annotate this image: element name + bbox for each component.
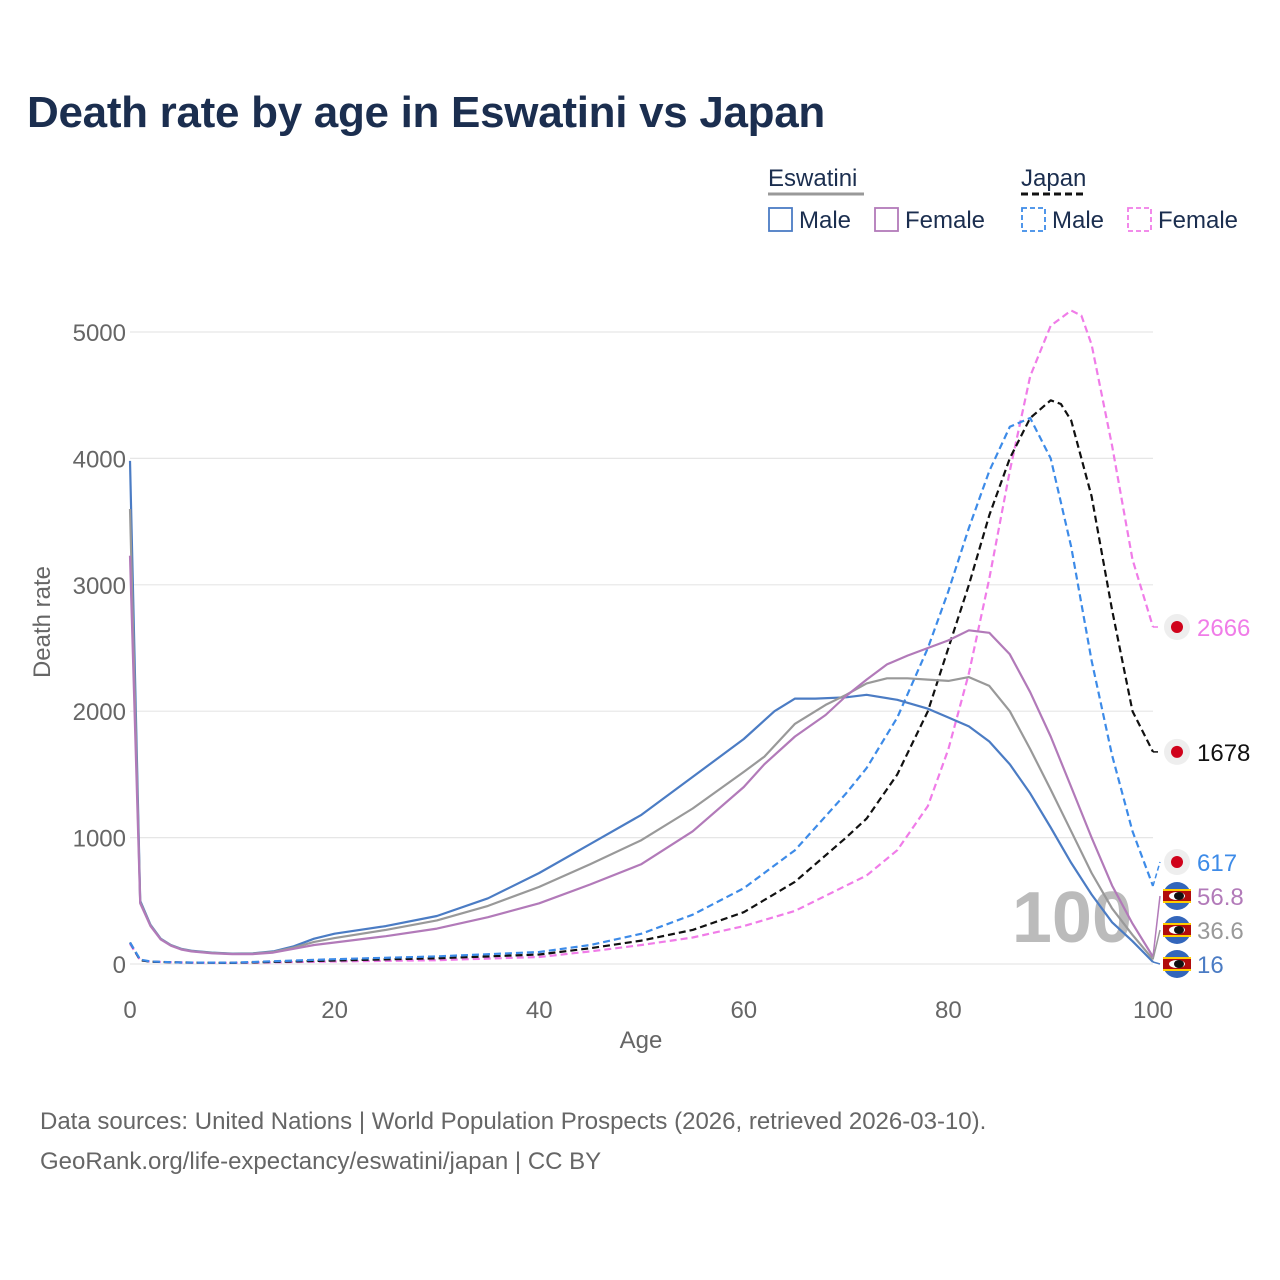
x-tick-label: 60 bbox=[730, 997, 757, 1024]
end-label-eswatini-female: 56.8 bbox=[1197, 884, 1244, 911]
x-tick-label: 80 bbox=[935, 997, 962, 1024]
y-axis-ticks: 0 1000 2000 3000 4000 5000 bbox=[73, 320, 126, 979]
legend-item-eswatini-male[interactable]: Male bbox=[799, 207, 851, 234]
y-tick-label: 1000 bbox=[73, 826, 126, 853]
legend-item-japan-male[interactable]: Male bbox=[1052, 207, 1104, 234]
y-tick-label: 3000 bbox=[73, 573, 126, 600]
y-tick-label: 0 bbox=[113, 952, 126, 979]
japan-flag-disc bbox=[1171, 745, 1183, 758]
end-connector-eswatini-male bbox=[1152, 961, 1161, 965]
legend-group-eswatini: Eswatini bbox=[768, 165, 857, 192]
series-line-eswatini-total[interactable] bbox=[128, 508, 1154, 961]
eswatini-flag-shield-half bbox=[1174, 926, 1184, 934]
japan-flag-disc bbox=[1171, 621, 1183, 634]
japan-flag-disc bbox=[1171, 856, 1183, 868]
series-line-eswatini-female[interactable] bbox=[128, 555, 1154, 958]
legend-item-eswatini-female[interactable]: Female bbox=[905, 207, 985, 234]
legend-item-japan-female[interactable]: Female bbox=[1158, 207, 1238, 234]
legend-swatch-eswatini-male[interactable] bbox=[768, 207, 793, 232]
x-axis-ticks: 0 20 40 60 80 100 bbox=[123, 997, 1173, 1024]
end-label-japan-female: 2666 bbox=[1197, 615, 1250, 642]
eswatini-flag-shield-half bbox=[1174, 892, 1184, 900]
end-label-japan-total: 1678 bbox=[1197, 740, 1250, 767]
end-connector-japan-male bbox=[1152, 861, 1161, 887]
end-label-eswatini-total: 36.6 bbox=[1197, 918, 1244, 945]
x-tick-label: 0 bbox=[123, 997, 136, 1024]
x-tick-label: 40 bbox=[526, 997, 553, 1024]
end-label-japan-male: 617 bbox=[1197, 850, 1237, 877]
x-tick-label: 100 bbox=[1133, 997, 1173, 1024]
legend-swatch-japan-female[interactable] bbox=[1127, 207, 1152, 232]
legend-swatch-eswatini-female[interactable] bbox=[874, 207, 899, 232]
data-source-line: Data sources: United Nations | World Pop… bbox=[40, 1108, 987, 1135]
y-tick-label: 4000 bbox=[73, 446, 126, 473]
end-label-eswatini-male: 16 bbox=[1197, 952, 1224, 979]
series-lines bbox=[128, 309, 1155, 965]
x-axis-label: Age bbox=[620, 1027, 663, 1054]
page-title: Death rate by age in Eswatini vs Japan bbox=[27, 88, 826, 137]
y-axis-label: Death rate bbox=[29, 566, 56, 678]
y-tick-label: 5000 bbox=[73, 320, 126, 347]
end-connector-eswatini-total bbox=[1152, 929, 1161, 960]
legend: Eswatini Male Female Japan Male Female bbox=[768, 165, 1238, 234]
age-watermark: 100 bbox=[1012, 878, 1132, 958]
eswatini-flag-shield-half bbox=[1174, 960, 1184, 968]
end-connector-eswatini-female bbox=[1152, 895, 1161, 957]
x-tick-label: 20 bbox=[321, 997, 348, 1024]
end-labels: 2666 1678 617 56.8 36.6 16 bbox=[1152, 614, 1250, 979]
series-line-japan-male[interactable] bbox=[129, 416, 1155, 964]
legend-group-japan: Japan bbox=[1021, 165, 1086, 192]
series-line-japan-total[interactable] bbox=[129, 399, 1154, 965]
attribution-line[interactable]: GeoRank.org/life-expectancy/eswatini/jap… bbox=[40, 1148, 602, 1175]
grid bbox=[130, 331, 1153, 965]
legend-swatch-japan-male[interactable] bbox=[1021, 207, 1046, 232]
y-tick-label: 2000 bbox=[73, 699, 126, 726]
